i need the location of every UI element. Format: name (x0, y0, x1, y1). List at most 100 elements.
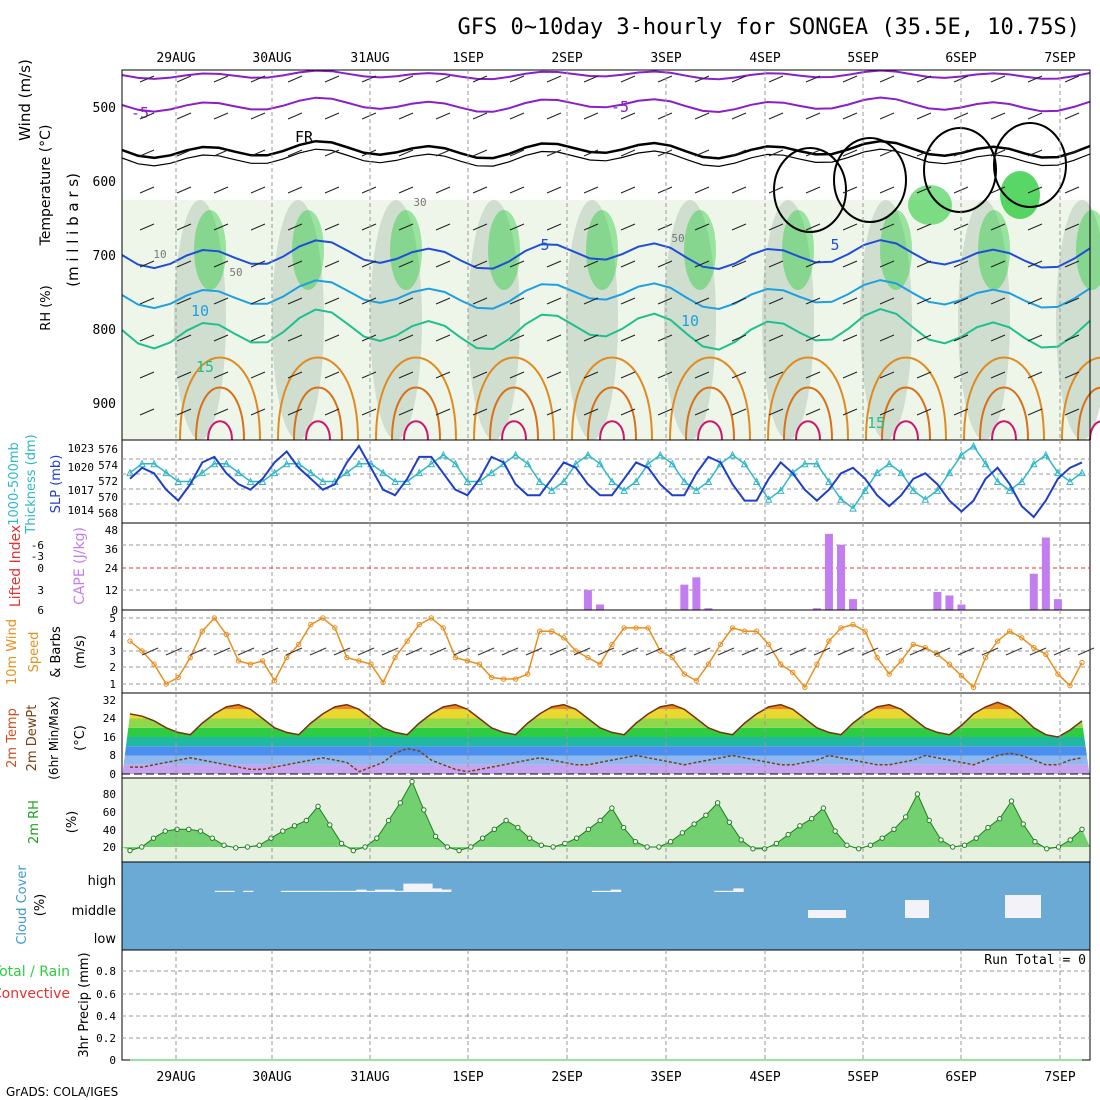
wind-barb (176, 112, 192, 120)
contour-label: 5 (540, 236, 549, 254)
wind-barb (139, 112, 155, 120)
wind-barb (768, 297, 784, 305)
freezing-contour-loop (773, 147, 847, 233)
axis-label-precip: 3hr Precip (mm) (77, 952, 92, 1057)
thickness-point (776, 486, 785, 494)
temp-contour-20 (587, 386, 637, 441)
cloud-high-bar (375, 889, 386, 892)
wind-barb (620, 186, 636, 194)
thickness-point (933, 486, 942, 494)
wind-barb (453, 647, 471, 656)
wind-barb (405, 647, 423, 656)
wind-barb (287, 149, 303, 157)
wind-barb (953, 149, 969, 157)
wind-barb (990, 334, 1006, 342)
rh-point (315, 803, 321, 810)
wind-speed-point (428, 615, 434, 621)
rh-shade-core (684, 210, 716, 290)
wind-speed-point (898, 658, 904, 664)
thickness-point (849, 504, 857, 512)
wind-speed-point (958, 673, 965, 679)
wind-barb (990, 371, 1006, 379)
y-tick-label: 5 (109, 612, 116, 625)
thickness-point (560, 477, 568, 485)
thickness-point (427, 459, 436, 468)
contour-label: 50 (671, 232, 684, 245)
cloud-high-bar (356, 889, 367, 892)
cape-bar (1053, 599, 1062, 610)
bottom-date-label: 5SEP (847, 1070, 878, 1085)
wind-barb (620, 112, 636, 120)
thickness-point (680, 477, 689, 485)
wind-speed-point (524, 671, 531, 677)
wind-barb (731, 223, 747, 231)
wind-speed-point (163, 681, 169, 687)
right-tick-label: 1020 (68, 461, 95, 474)
wind-speed-point (705, 661, 712, 667)
cloud-middle-bar (905, 900, 929, 918)
bottom-date-label: 2SEP (551, 1070, 582, 1085)
wind-barb (176, 408, 192, 416)
rh-shade-column (370, 200, 422, 440)
wind-barb (398, 297, 414, 305)
wind-barb (250, 408, 266, 416)
wind-speed-point (139, 648, 145, 654)
wind-barb (583, 223, 599, 231)
freezing-contour-loop (993, 122, 1067, 208)
wind-speed-point (886, 671, 892, 677)
wind-speed-point (922, 645, 929, 651)
temp-band (122, 709, 1090, 719)
wind-barb (990, 186, 1006, 194)
wind-speed-point (669, 654, 675, 661)
thickness-point (1078, 468, 1086, 477)
wind-barb (916, 334, 932, 342)
wind-barb (546, 297, 562, 305)
y-tick-label: 0 (109, 768, 116, 781)
rh-point (303, 817, 309, 824)
wind-barb (189, 647, 207, 656)
temp-contour-25 (305, 420, 331, 441)
wind-barb (916, 408, 932, 416)
wind-barb (398, 186, 414, 194)
temp-contour-15plus (473, 356, 555, 441)
cape-bar (824, 533, 833, 610)
isotherm-10 (121, 279, 1091, 311)
wind-barb (842, 186, 858, 194)
wind-barb (1064, 297, 1080, 305)
wind-barb (250, 371, 266, 379)
wind-speed-point (621, 625, 627, 631)
rh-point (162, 828, 168, 834)
thickness-point (1029, 459, 1038, 468)
wind-barb (573, 647, 591, 656)
rh-shade-column (174, 200, 226, 440)
top-date-label: 31AUG (350, 51, 389, 66)
top-date-axis: 29AUG 30AUG 31AUG 1SEP 2SEP 3SEP 4SEP 5SEP 6SEP 7… (156, 51, 1075, 66)
wind-barb (953, 408, 969, 416)
rh-point (233, 845, 239, 851)
rh-shade-core (586, 210, 618, 290)
rh-point (432, 833, 439, 840)
wind-barb (731, 371, 747, 379)
rh-point (997, 816, 1003, 822)
thickness-point (981, 459, 990, 468)
wind-barb (768, 75, 784, 83)
wind-speed-point (814, 661, 820, 667)
wind-speed-point (151, 661, 157, 667)
wind-barb (435, 334, 451, 342)
wind-barb (1053, 647, 1071, 656)
rh-point (867, 842, 874, 848)
rh-point (256, 842, 262, 848)
wind-barb (885, 647, 903, 656)
thickness-point (355, 459, 363, 468)
wind-barb (583, 260, 599, 268)
slp-thickness-panel: 576 574 572 570 568 1023 1020 1017 1014 1000-500m… (7, 434, 1091, 535)
rh-point (891, 826, 897, 833)
wind-barb (916, 223, 932, 231)
temp-contour-25 (403, 420, 429, 441)
top-date-label: 29AUG (156, 51, 195, 66)
wind-barb (805, 149, 821, 157)
rh-point (186, 826, 192, 833)
wind-barb (879, 371, 895, 379)
wind-speed-point (561, 635, 567, 641)
wind-barb (768, 260, 784, 268)
